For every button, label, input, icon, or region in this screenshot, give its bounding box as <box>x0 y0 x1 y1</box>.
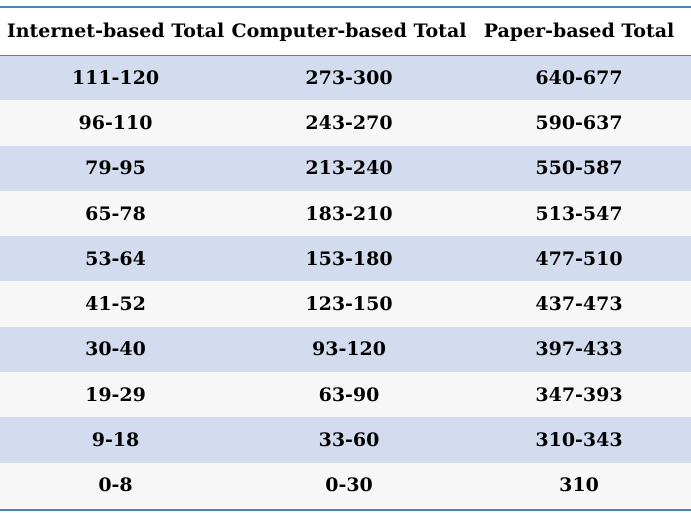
cell-paper-based: 397-433 <box>535 338 623 361</box>
cell-computer-based: 63-90 <box>318 383 380 406</box>
cell-paper-based: 590-637 <box>535 111 623 134</box>
table-body: 111-120 273-300 640-677 96-110 243-270 5… <box>0 55 691 508</box>
cell-computer-based: 33-60 <box>318 429 380 452</box>
header-internet-based-total: Internet-based Total <box>6 20 225 43</box>
table-row: 96-110 243-270 590-637 <box>0 100 691 146</box>
cell-paper-based: 640-677 <box>535 66 623 89</box>
header-computer-based-total: Computer-based Total <box>231 20 467 43</box>
table-row: 0-8 0-30 310 <box>0 462 691 508</box>
table-row: 9-18 33-60 310-343 <box>0 417 691 463</box>
cell-internet-based: 65-78 <box>85 202 146 225</box>
table-row: 111-120 273-300 640-677 <box>0 55 691 101</box>
cell-computer-based: 273-300 <box>305 66 393 89</box>
cell-paper-based: 310-343 <box>535 429 623 452</box>
cell-internet-based: 79-95 <box>85 157 146 180</box>
cell-internet-based: 41-52 <box>85 293 146 316</box>
table-row: 79-95 213-240 550-587 <box>0 145 691 191</box>
table-row: 53-64 153-180 477-510 <box>0 236 691 282</box>
cell-paper-based: 513-547 <box>535 202 623 225</box>
header-row: Internet-based Total Computer-based Tota… <box>0 8 691 55</box>
cell-paper-based: 310 <box>559 474 599 497</box>
cell-internet-based: 19-29 <box>85 383 146 406</box>
score-comparison-table: Internet-based Total Computer-based Tota… <box>0 8 691 508</box>
cell-paper-based: 347-393 <box>535 383 623 406</box>
cell-internet-based: 111-120 <box>71 66 160 89</box>
table-row: 19-29 63-90 347-393 <box>0 372 691 418</box>
cell-paper-based: 550-587 <box>535 157 623 180</box>
header-paper-based-total: Paper-based Total <box>483 20 675 43</box>
top-border-rule <box>0 6 691 8</box>
cell-computer-based: 183-210 <box>305 202 393 225</box>
cell-computer-based: 93-120 <box>312 338 386 361</box>
bottom-border-rule <box>0 509 691 511</box>
cell-internet-based: 0-8 <box>98 474 133 497</box>
table-row: 65-78 183-210 513-547 <box>0 190 691 237</box>
cell-computer-based: 213-240 <box>305 157 393 180</box>
cell-computer-based: 153-180 <box>305 247 393 270</box>
table-header: Internet-based Total Computer-based Tota… <box>0 8 691 55</box>
cell-internet-based: 30-40 <box>85 338 146 361</box>
cell-computer-based: 243-270 <box>305 111 393 134</box>
cell-internet-based: 9-18 <box>91 429 140 452</box>
cell-internet-based: 53-64 <box>85 247 146 270</box>
table-row: 30-40 93-120 397-433 <box>0 326 691 373</box>
cell-paper-based: 477-510 <box>535 247 623 270</box>
cell-computer-based: 123-150 <box>305 293 393 316</box>
cell-paper-based: 437-473 <box>535 293 623 316</box>
table-row: 41-52 123-150 437-473 <box>0 281 691 327</box>
cell-internet-based: 96-110 <box>78 111 153 134</box>
cell-computer-based: 0-30 <box>325 474 373 497</box>
